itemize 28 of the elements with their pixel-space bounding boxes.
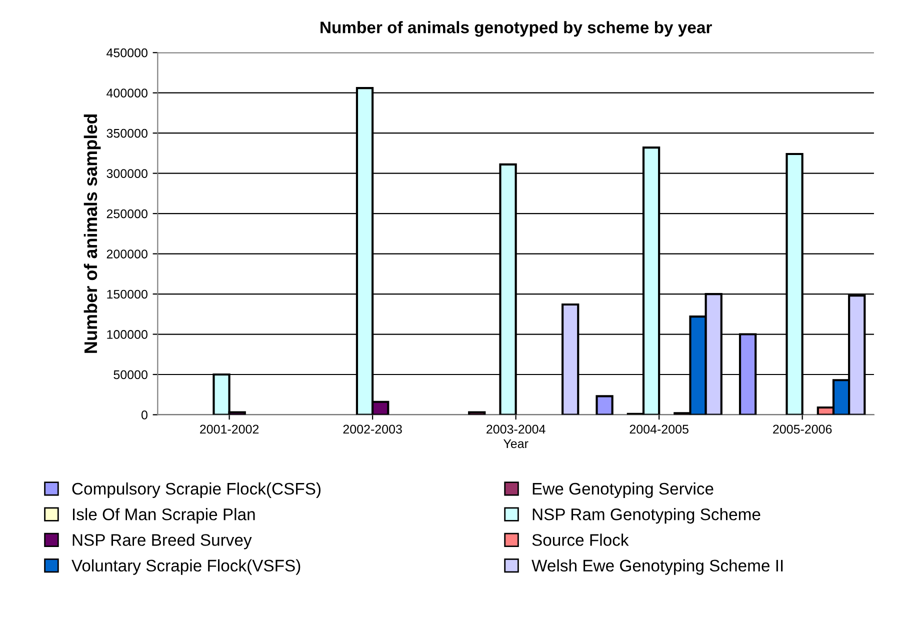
- y-tick-label: 400000: [106, 88, 148, 98]
- y-axis-title: Number of animals sampled: [84, 114, 101, 353]
- y-tick-label: 100000: [107, 330, 148, 339]
- y-tick-label: 350000: [106, 128, 148, 138]
- y-tick-label: 200000: [106, 250, 148, 258]
- y-tick-label: 50000: [114, 370, 148, 380]
- x-tick-label: 2002-2003: [343, 424, 402, 434]
- legend-label: Compulsory Scrapie Flock(CSFS): [72, 482, 320, 498]
- bar: [468, 411, 486, 415]
- y-tick-label: 450000: [106, 48, 148, 58]
- x-tick-label: 2001-2002: [200, 424, 259, 434]
- x-tick-label: 2003-2004: [486, 424, 546, 434]
- legend-label: NSP Rare Breed Survey: [72, 534, 252, 550]
- legend-label: Isle Of Man Scrapie Plan: [73, 508, 255, 524]
- legend-label: NSP Ram Genotyping Scheme: [532, 508, 760, 524]
- x-tick-label: 2005-2006: [773, 424, 832, 434]
- x-tick-label: 2004-2005: [630, 424, 688, 434]
- y-tick-label: 150000: [107, 290, 148, 299]
- legend-label: Voluntary Scrapie Flock(VSFS): [72, 559, 300, 575]
- bar: [596, 395, 614, 415]
- x-axis-title: Year: [503, 439, 528, 448]
- y-tick-label: 250000: [106, 209, 148, 218]
- legend-label: Welsh Ewe Genotyping Scheme II: [532, 559, 783, 575]
- legend-label: Source Flock: [532, 534, 629, 546]
- y-tick-label: 300000: [106, 169, 148, 178]
- legend-label: Ewe Genotyping Service: [532, 482, 714, 498]
- y-tick-label: 0: [141, 410, 148, 420]
- chart-title: Number of animals genotyped by scheme by year: [320, 21, 712, 37]
